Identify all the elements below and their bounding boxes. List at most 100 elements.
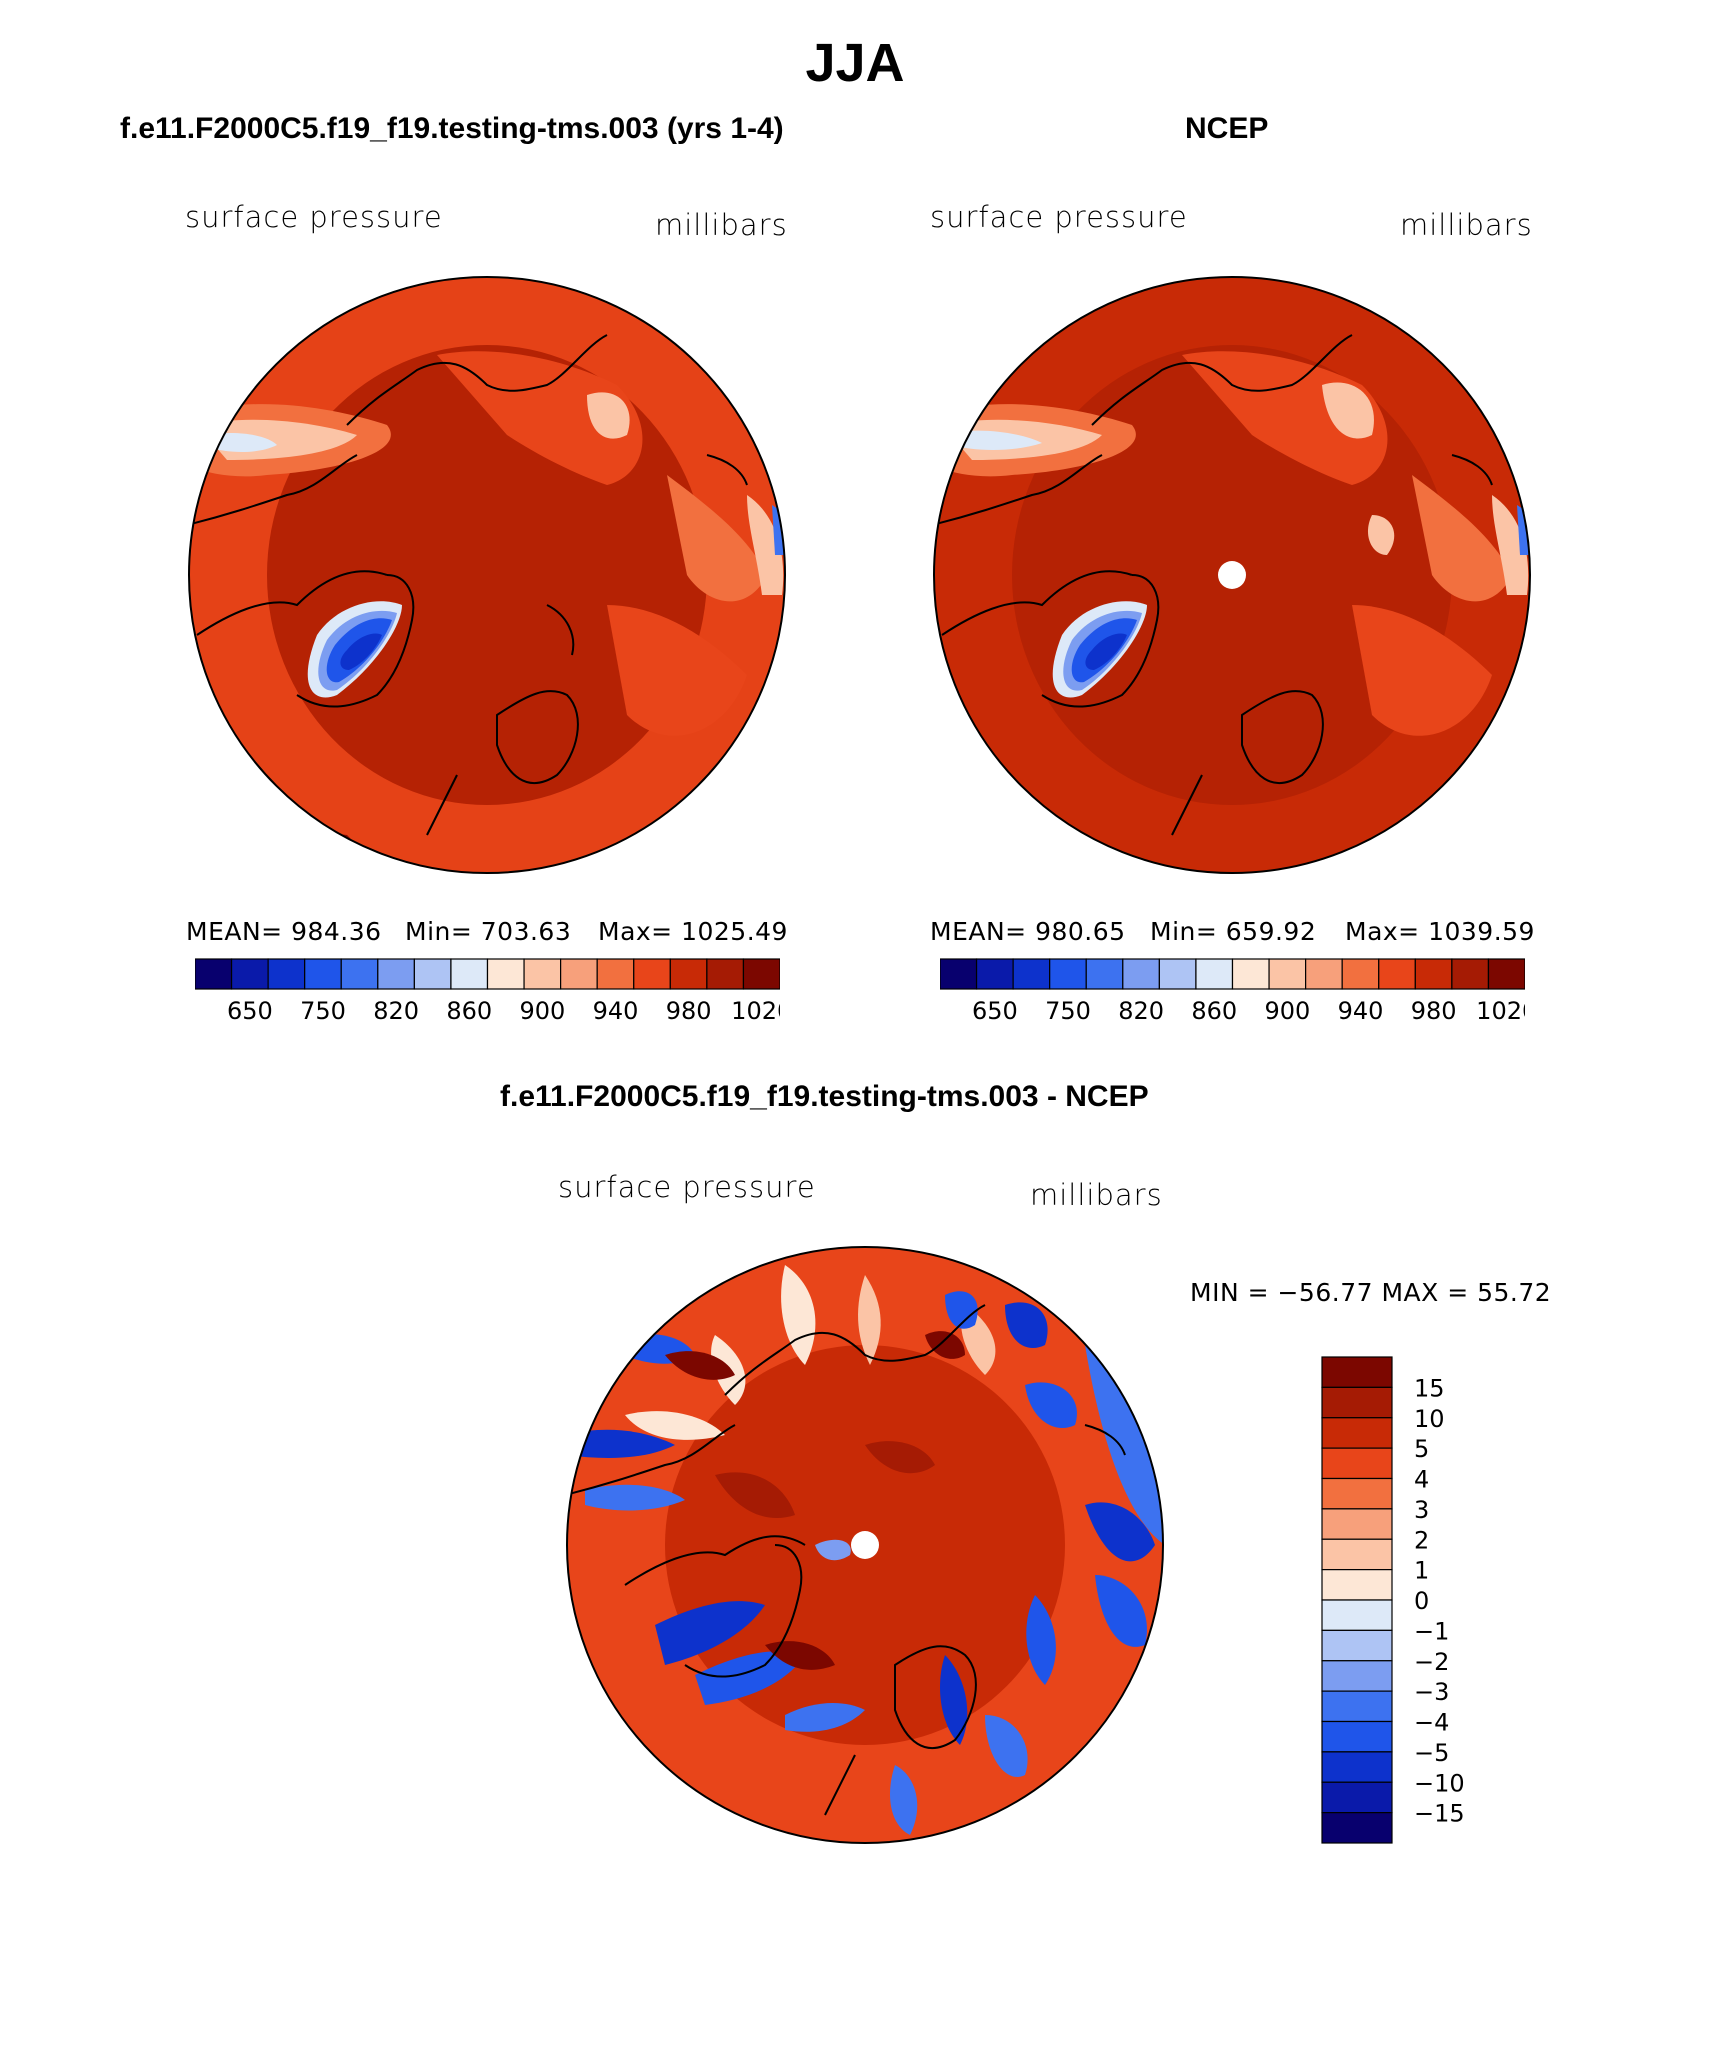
left-colorbar-box xyxy=(195,958,233,990)
diff-colorbar-box xyxy=(1321,1477,1393,1510)
right-min-text: Min= 659.92 xyxy=(1150,917,1317,946)
left-min-text: Min= 703.63 xyxy=(405,917,572,946)
diff-colorbar-tick-label: 15 xyxy=(1414,1374,1445,1402)
diff-colorbar-box xyxy=(1321,1599,1393,1631)
right-colorbar-box xyxy=(1451,958,1490,990)
diff-pole-hole xyxy=(851,1531,879,1559)
right-coastlines xyxy=(934,334,1493,836)
diff-colorbar-box xyxy=(1321,1508,1393,1540)
left-colorbar-tick-label: 650 xyxy=(227,997,273,1025)
right-colorbar-labels: 650 750 820 860 900 940 980 1020 xyxy=(972,997,1525,1025)
left-colorbar-box xyxy=(742,958,780,990)
right-colorbar-box xyxy=(1414,958,1453,990)
left-coastlines xyxy=(189,334,748,836)
left-max-text: Max= 1025.49 xyxy=(598,917,788,946)
left-colorbar-box xyxy=(304,958,342,990)
right-colorbar-box xyxy=(1122,958,1160,990)
diff-colorbar-box xyxy=(1321,1781,1393,1814)
left-colorbar-box xyxy=(267,958,306,990)
diff-variable-label: surface pressure xyxy=(558,1170,816,1204)
diff-minmax-text: MIN = −56.77 MAX = 55.72 xyxy=(1190,1278,1552,1307)
diff-colorbar-tick-label: −3 xyxy=(1414,1678,1449,1706)
left-colorbar-tick-label: 750 xyxy=(300,997,346,1025)
diff-colorbar-box xyxy=(1321,1720,1393,1753)
diff-polar-map xyxy=(566,1246,1164,1844)
diff-colorbar-box xyxy=(1321,1751,1393,1783)
right-max-text: Max= 1039.59 xyxy=(1345,917,1535,946)
right-colorbar xyxy=(940,958,1525,990)
left-colorbar-box xyxy=(633,958,671,990)
diff-colorbar-tick-label: −5 xyxy=(1414,1739,1449,1767)
left-colorbar-box xyxy=(706,958,745,990)
left-units-label: millibars xyxy=(655,208,788,242)
left-polar-map xyxy=(188,276,786,874)
left-colorbar-box xyxy=(450,958,489,990)
diff-colorbar-box xyxy=(1321,1447,1393,1480)
diff-map-border xyxy=(566,1246,1164,1844)
diff-colorbar-box xyxy=(1321,1417,1393,1449)
diff-units-label: millibars xyxy=(1030,1178,1163,1212)
diff-colorbar-box xyxy=(1321,1356,1393,1388)
right-mean-text: MEAN= 980.65 xyxy=(930,917,1126,946)
left-colorbar-tick-label: 1020 xyxy=(731,997,780,1025)
left-mean-text: MEAN= 984.36 xyxy=(186,917,382,946)
left-colorbar-tick-label: 940 xyxy=(593,997,639,1025)
diff-coastlines xyxy=(567,1304,1126,1816)
diff-colorbar-box xyxy=(1321,1538,1393,1571)
right-case-title: NCEP xyxy=(1185,112,1269,145)
right-colorbar-box xyxy=(1085,958,1124,990)
right-colorbar-box xyxy=(1195,958,1234,990)
left-colorbar-box xyxy=(340,958,379,990)
left-colorbar-box xyxy=(486,958,525,990)
right-colorbar-box xyxy=(1158,958,1197,990)
diff-colorbar-box xyxy=(1321,1690,1393,1723)
right-colorbar-box xyxy=(975,958,1014,990)
diff-colorbar-box xyxy=(1321,1812,1393,1844)
left-case-title: f.e11.F2000C5.f19_f19.testing-tms.003 (y… xyxy=(120,112,784,145)
right-colorbar-box xyxy=(1231,958,1270,990)
figure-title: JJA xyxy=(805,33,905,93)
right-colorbar-box xyxy=(1378,958,1416,990)
right-colorbar-box xyxy=(1268,958,1307,990)
right-colorbar-tick-label: 650 xyxy=(972,997,1018,1025)
left-colorbar-tick-label: 820 xyxy=(373,997,419,1025)
left-variable-label: surface pressure xyxy=(185,200,443,234)
right-colorbar-box xyxy=(940,958,978,990)
left-colorbar-box xyxy=(596,958,635,990)
left-colorbar-tick-label: 860 xyxy=(446,997,492,1025)
left-colorbar-box xyxy=(560,958,598,990)
right-colorbar-tick-label: 1020 xyxy=(1476,997,1525,1025)
diff-colorbar-tick-label: 10 xyxy=(1414,1405,1445,1433)
diff-colorbar-tick-label: 4 xyxy=(1414,1466,1429,1494)
left-map-border xyxy=(188,276,786,874)
diff-colorbar-tick-label: −1 xyxy=(1414,1617,1449,1645)
right-colorbar-tick-label: 820 xyxy=(1118,997,1164,1025)
left-colorbar-box xyxy=(230,958,269,990)
left-colorbar xyxy=(195,958,780,990)
right-colorbar-tick-label: 900 xyxy=(1264,997,1310,1025)
diff-colorbar-box xyxy=(1321,1660,1393,1692)
diff-colorbar-tick-label: −4 xyxy=(1414,1709,1449,1737)
right-colorbar-box xyxy=(1012,958,1051,990)
left-colorbar-box xyxy=(413,958,452,990)
diff-colorbar-tick-label: 5 xyxy=(1414,1435,1429,1463)
right-colorbar-tick-label: 980 xyxy=(1411,997,1457,1025)
right-colorbar-tick-label: 940 xyxy=(1338,997,1384,1025)
left-colorbar-labels: 650 750 820 860 900 940 980 1020 xyxy=(227,997,780,1025)
diff-map-fill xyxy=(567,1247,1163,1843)
right-units-label: millibars xyxy=(1400,208,1533,242)
diff-colorbar-tick-label: 0 xyxy=(1414,1587,1429,1615)
left-colorbar-tick-label: 980 xyxy=(666,997,712,1025)
left-colorbar-box xyxy=(523,958,562,990)
diff-colorbar-tick-label: 2 xyxy=(1414,1526,1429,1554)
right-colorbar-box xyxy=(1487,958,1525,990)
diff-colorbar-box xyxy=(1321,1386,1393,1419)
right-pole-hole xyxy=(1218,561,1246,589)
diff-colorbar-box xyxy=(1321,1569,1393,1601)
right-colorbar-box xyxy=(1341,958,1380,990)
diff-case-title: f.e11.F2000C5.f19_f19.testing-tms.003 - … xyxy=(500,1080,1149,1113)
left-colorbar-tick-label: 900 xyxy=(519,997,565,1025)
right-colorbar-tick-label: 860 xyxy=(1191,997,1237,1025)
diff-colorbar-tick-label: 3 xyxy=(1414,1496,1429,1524)
